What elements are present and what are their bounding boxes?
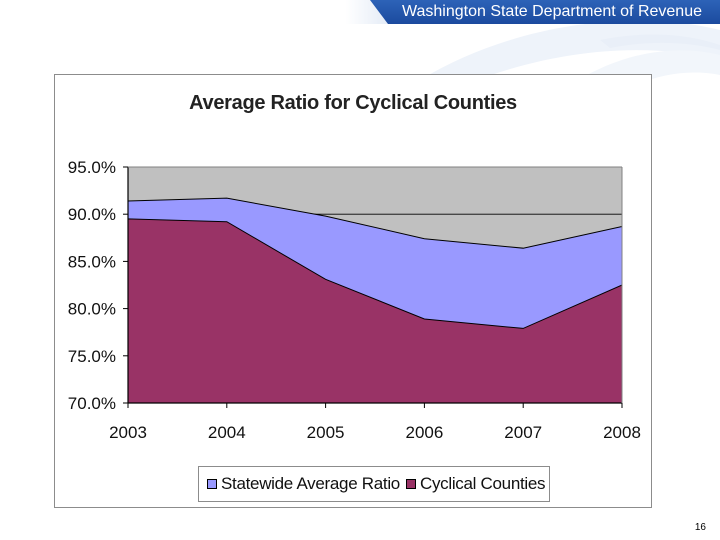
y-tick-labels: 70.0% 75.0% 80.0% 85.0% 90.0% 95.0%: [68, 158, 116, 413]
x-tick-label: 2008: [603, 423, 641, 442]
y-tick-label: 70.0%: [68, 394, 116, 413]
y-tick-label: 80.0%: [68, 300, 116, 319]
y-tick-label: 90.0%: [68, 205, 116, 224]
y-tick-label: 75.0%: [68, 347, 116, 366]
header-tab: Washington State Department of Revenue: [370, 0, 720, 24]
legend-swatch-cyclical: [405, 479, 416, 489]
legend-swatch-statewide: [207, 479, 217, 489]
legend-label-cyclical: Cyclical Counties: [419, 474, 546, 493]
x-tick-label: 2003: [109, 423, 147, 442]
series-areas: [127, 197, 623, 404]
x-tick-label: 2005: [307, 423, 345, 442]
chart-legend: Statewide Average Ratio Cyclical Countie…: [198, 466, 550, 502]
x-tick-label: 2004: [208, 423, 246, 442]
x-tick-label: 2007: [504, 423, 542, 442]
x-tick-labels: 2003 2004 2005 2006 2007 2008: [109, 423, 641, 442]
axes: [123, 166, 623, 408]
legend-label-statewide: Statewide Average Ratio: [221, 474, 400, 493]
legend-item-statewide: Statewide Average Ratio: [207, 474, 400, 494]
organization-name: Washington State Department of Revenue: [401, 3, 702, 20]
y-tick-label: 95.0%: [68, 158, 116, 177]
page-number: 16: [694, 522, 706, 533]
y-tick-label: 85.0%: [68, 252, 116, 271]
chart-title: Average Ratio for Cyclical Counties: [189, 92, 517, 114]
x-tick-label: 2006: [405, 423, 443, 442]
legend-item-cyclical: Cyclical Counties: [405, 474, 546, 494]
